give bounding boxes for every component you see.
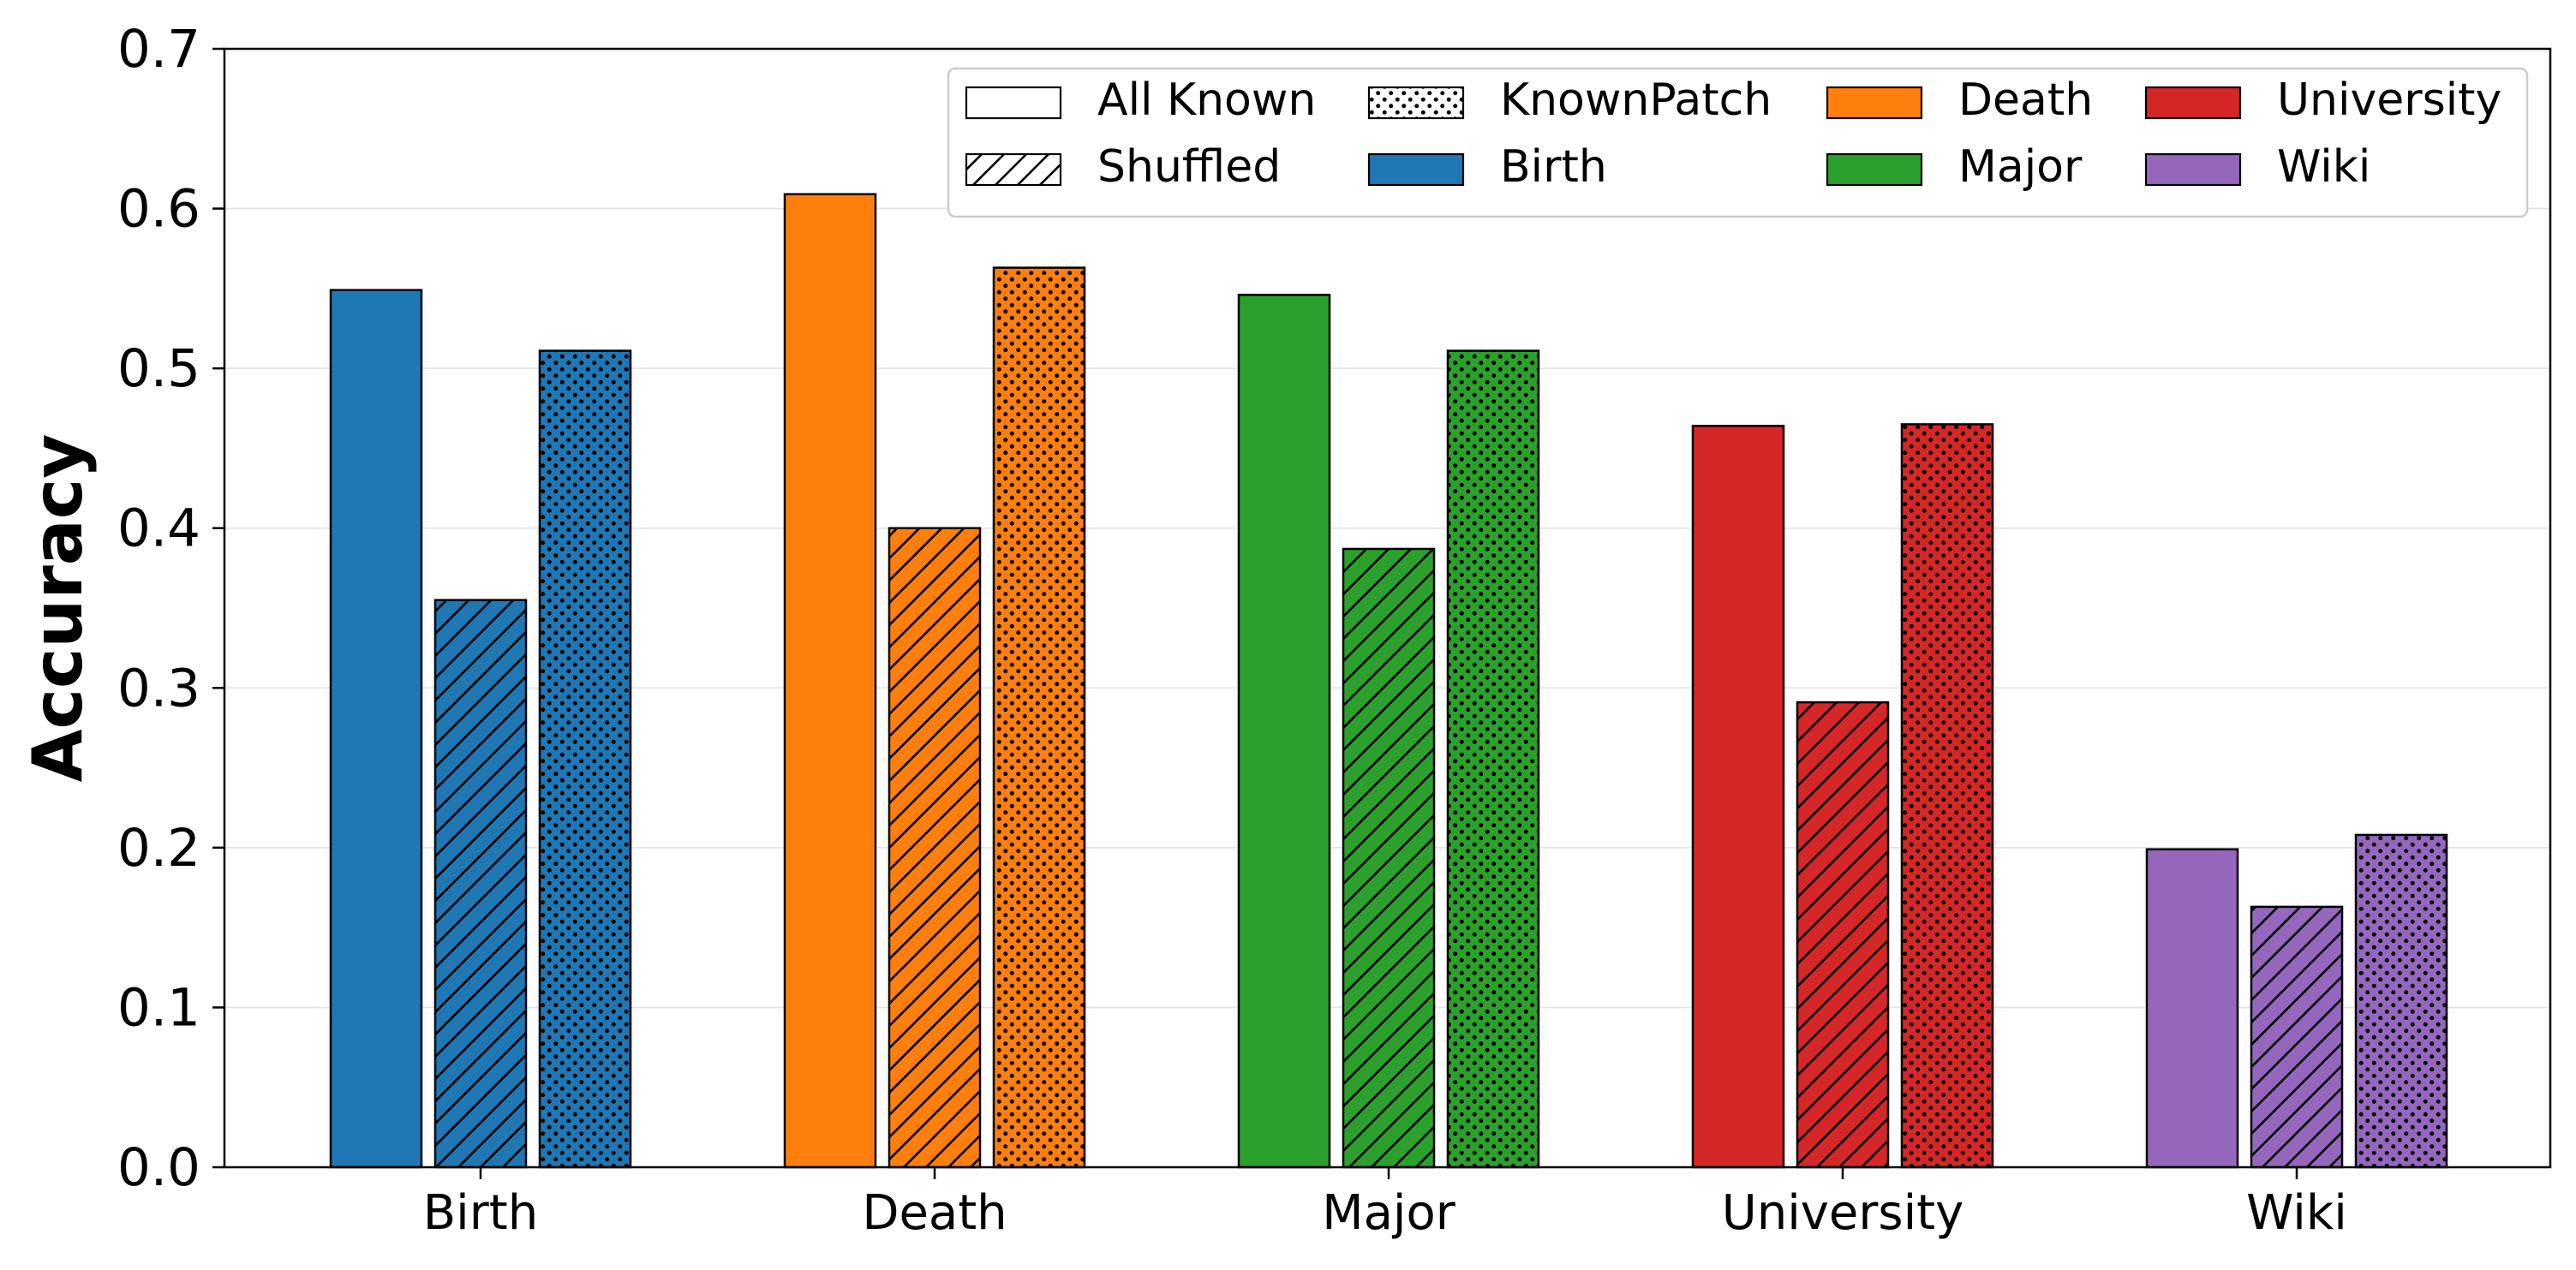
- y-tick-label: 0.1: [117, 977, 200, 1038]
- y-tick-label: 0.5: [117, 338, 200, 399]
- bar-birth-all-known: [331, 289, 421, 1167]
- bar-university-all-known: [1693, 426, 1784, 1167]
- bar-death-all-known: [785, 194, 876, 1167]
- legend-swatch: [966, 87, 1061, 118]
- legend-swatch: [2146, 154, 2240, 185]
- legend-swatch-outline: [965, 86, 1062, 120]
- y-tick-label: 0.0: [117, 1137, 200, 1198]
- legend-swatch-outline: [1367, 86, 1465, 120]
- legend-label: University: [2277, 75, 2501, 126]
- legend-swatch: [2146, 87, 2240, 118]
- bar-pattern-hatch: [2251, 906, 2342, 1167]
- x-tick-label: Death: [862, 1185, 1007, 1241]
- bar-pattern-dots: [540, 350, 631, 1167]
- legend-swatch: [1369, 154, 1463, 185]
- legend-label: Major: [1958, 141, 2083, 193]
- bar-major-all-known: [1239, 295, 1330, 1167]
- bar-pattern-hatch: [889, 528, 980, 1167]
- legend-swatch-pattern: [966, 154, 1061, 185]
- legend: All Known KnownPatch Death University Shuffl…: [947, 67, 2529, 218]
- legend-swatch-outline: [1826, 152, 1923, 187]
- legend-label: Birth: [1500, 141, 1607, 193]
- legend-label: Shuffled: [1097, 141, 1281, 193]
- bar-pattern-dots: [1448, 350, 1539, 1167]
- legend-label: Wiki: [2277, 141, 2370, 193]
- x-tick-label: Birth: [423, 1185, 538, 1241]
- bar-pattern-dots: [994, 267, 1085, 1168]
- legend-box: [947, 67, 2529, 218]
- bar-pattern-hatch: [435, 599, 526, 1167]
- legend-swatch-outline: [1826, 86, 1923, 120]
- x-axis: Birth Death Major University Wiki: [423, 1167, 2347, 1241]
- plot-frame: [223, 47, 2552, 1169]
- bar-wiki-all-known: [2147, 849, 2238, 1167]
- y-tick-label: 0.6: [117, 179, 200, 240]
- y-axis-label: Accuracy: [18, 434, 98, 783]
- y-tick-label: 0.3: [117, 658, 200, 718]
- legend-swatch-outline: [1367, 152, 1465, 187]
- legend-swatch: [1827, 154, 1922, 185]
- x-tick-label: Major: [1322, 1185, 1455, 1241]
- y-axis: 0.0 0.1 0.2 0.3 0.4 0.5 0.6 0.7: [117, 19, 224, 1198]
- legend-swatch: [1827, 87, 1922, 118]
- bar-pattern-hatch: [1343, 548, 1434, 1167]
- x-tick-label: University: [1722, 1185, 1964, 1241]
- y-tick-label: 0.4: [117, 498, 200, 559]
- bars: [329, 193, 2448, 1169]
- legend-swatch-outline: [965, 152, 1062, 187]
- bar-pattern-dots: [1902, 424, 1993, 1167]
- x-tick-label: Wiki: [2246, 1185, 2347, 1241]
- legend-label: Death: [1958, 75, 2093, 126]
- legend-swatch-pattern: [1369, 87, 1463, 118]
- legend-swatch-outline: [2144, 86, 2242, 120]
- y-tick-label: 0.7: [117, 19, 200, 80]
- y-tick-label: 0.2: [117, 818, 200, 879]
- legend-swatch-outline: [2144, 152, 2242, 187]
- bar-pattern-dots: [2356, 834, 2447, 1167]
- legend-label: KnownPatch: [1500, 75, 1772, 126]
- bar-pattern-hatch: [1797, 702, 1888, 1167]
- legend-label: All Known: [1097, 75, 1316, 126]
